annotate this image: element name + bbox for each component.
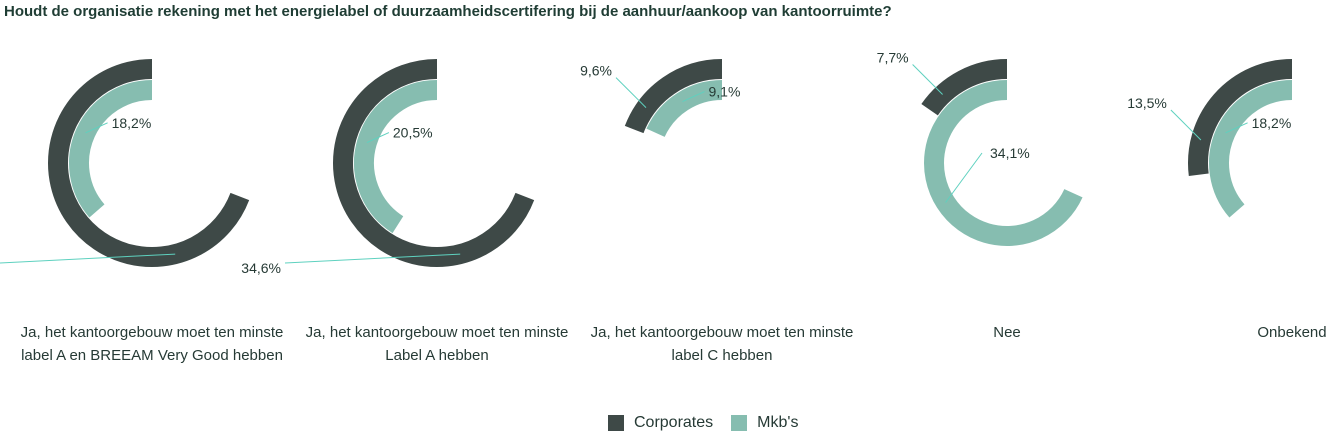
value-label-mkb-4: 18,2%	[1252, 115, 1292, 131]
value-label-corporates-2: 9,6%	[580, 63, 612, 79]
arc-mkb-0	[69, 80, 153, 218]
leader-line-corporates-4	[1170, 109, 1202, 141]
legend-item-mkb: Mkb's	[731, 414, 798, 432]
chart-title: Houdt de organisatie rekening met het en…	[4, 3, 892, 20]
category-label-0: Ja, het kantoorgebouw moet ten minste la…	[20, 324, 284, 364]
category-label-3: Nee	[993, 324, 1021, 341]
arc-corporates-1	[333, 59, 535, 267]
legend-swatch-mkb	[731, 415, 748, 431]
legend: Corporates Mkb's	[608, 414, 816, 432]
arc-mkb-4	[1209, 80, 1293, 218]
value-label-mkb-3: 34,1%	[990, 145, 1030, 161]
leader-line-corporates-3	[912, 64, 943, 95]
category-label-4: Onbekend	[1257, 324, 1327, 341]
value-label-corporates-3: 7,7%	[877, 50, 909, 66]
arc-mkb-3	[924, 80, 1083, 246]
value-label-corporates-4: 13,5%	[1127, 95, 1167, 111]
arc-corporates-0	[48, 59, 250, 267]
arc-corporates-4	[1188, 59, 1293, 177]
legend-label-mkb: Mkb's	[757, 414, 799, 431]
arc-corporates-3	[921, 59, 1008, 116]
arc-mkb-2	[646, 80, 723, 138]
leader-line-corporates-1	[284, 253, 461, 264]
value-label-mkb-1: 20,5%	[393, 125, 433, 141]
leader-line-mkb-2	[682, 91, 705, 103]
category-label-2: Ja, het kantoorgebouw moet ten minste la…	[590, 324, 854, 364]
value-label-mkb-0: 18,2%	[112, 115, 152, 131]
legend-swatch-corporates	[608, 415, 624, 431]
leader-line-mkb-0	[85, 122, 108, 134]
arc-corporates-2	[624, 59, 723, 134]
leader-line-mkb-1	[366, 132, 390, 144]
category-label-1: Ja, het kantoorgebouw moet ten minste La…	[305, 324, 569, 364]
value-label-corporates-1: 34,6%	[241, 260, 281, 276]
value-label-mkb-2: 9,1%	[709, 84, 741, 100]
legend-item-corporates: Corporates	[608, 414, 713, 432]
arc-mkb-1	[354, 80, 438, 234]
leader-line-corporates-2	[615, 77, 647, 108]
leader-line-corporates-0	[0, 253, 176, 264]
leader-line-mkb-4	[1225, 122, 1248, 134]
legend-label-corporates: Corporates	[634, 414, 714, 431]
leader-line-mkb-3	[945, 152, 983, 203]
